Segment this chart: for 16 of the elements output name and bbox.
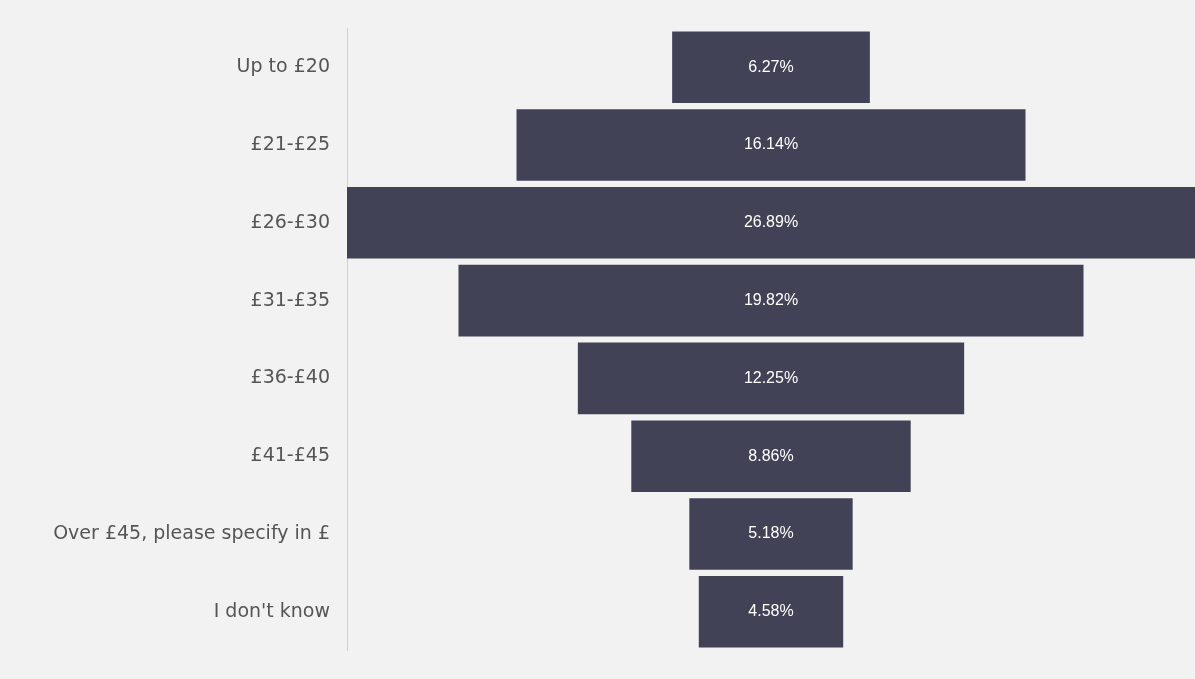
data-label: 16.14% bbox=[743, 135, 799, 153]
category-label: £41-£45 bbox=[250, 443, 330, 466]
data-label: 6.27% bbox=[748, 57, 794, 75]
category-label: £21-£25 bbox=[250, 132, 330, 154]
category-label: £36-£40 bbox=[250, 365, 330, 388]
data-label: 12.25% bbox=[743, 368, 799, 386]
category-label: Over £45, please specify in £ bbox=[53, 520, 330, 543]
data-label: 4.58% bbox=[748, 602, 794, 620]
category-label: £26-£30 bbox=[250, 209, 330, 232]
category-label: Up to £20 bbox=[236, 54, 330, 77]
data-label: 19.82% bbox=[743, 291, 799, 309]
data-label: 26.89% bbox=[743, 213, 799, 231]
data-label: 8.86% bbox=[748, 446, 794, 464]
category-label: £31-£35 bbox=[250, 287, 330, 310]
data-label: 5.18% bbox=[748, 524, 794, 542]
category-label: I don't know bbox=[213, 598, 330, 621]
